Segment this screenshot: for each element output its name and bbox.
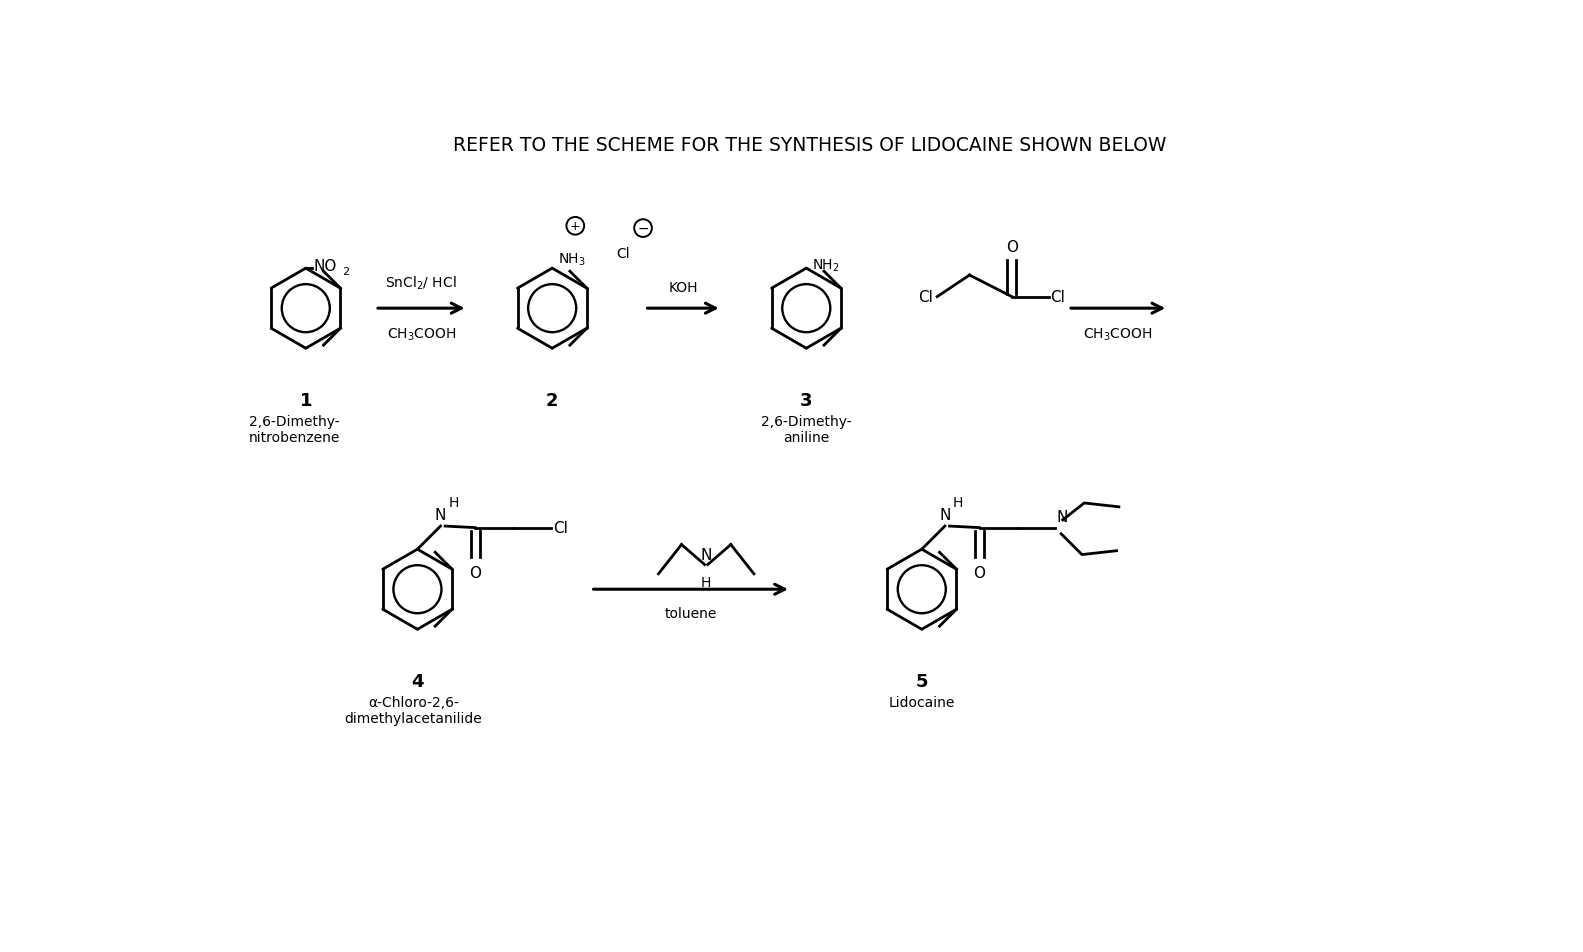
Text: 5: 5 xyxy=(915,672,928,690)
Text: 3: 3 xyxy=(799,391,812,409)
Text: H: H xyxy=(701,576,711,589)
Text: REFER TO THE SCHEME FOR THE SYNTHESIS OF LIDOCAINE SHOWN BELOW: REFER TO THE SCHEME FOR THE SYNTHESIS OF… xyxy=(453,136,1167,155)
Text: CH$_3$COOH: CH$_3$COOH xyxy=(1083,326,1152,342)
Text: Cl: Cl xyxy=(552,521,568,536)
Text: Cl: Cl xyxy=(1051,289,1065,305)
Text: NO: NO xyxy=(313,258,337,273)
Text: 1: 1 xyxy=(299,391,312,409)
Text: 2: 2 xyxy=(546,391,559,409)
Text: N: N xyxy=(435,507,446,523)
Text: H: H xyxy=(448,496,459,509)
Text: +: + xyxy=(570,220,581,233)
Text: NH$_3$: NH$_3$ xyxy=(559,251,586,268)
Text: 2: 2 xyxy=(342,267,350,277)
Text: CH$_3$COOH: CH$_3$COOH xyxy=(386,326,456,342)
Text: 2,6-Dimethy-
nitrobenzene: 2,6-Dimethy- nitrobenzene xyxy=(249,414,340,445)
Text: α-Chloro-2,6-
dimethylacetanilide: α-Chloro-2,6- dimethylacetanilide xyxy=(345,695,483,725)
Text: toluene: toluene xyxy=(665,606,717,621)
Text: N: N xyxy=(1056,509,1069,525)
Text: O: O xyxy=(974,565,986,580)
Text: Cl: Cl xyxy=(616,247,630,261)
Text: 2,6-Dimethy-
aniline: 2,6-Dimethy- aniline xyxy=(761,414,852,445)
Text: SnCl$_2$/ HCl: SnCl$_2$/ HCl xyxy=(386,274,457,292)
Text: Cl: Cl xyxy=(918,289,934,305)
Text: H: H xyxy=(953,496,962,509)
Text: 4: 4 xyxy=(412,672,424,690)
Text: −: − xyxy=(638,222,649,236)
Text: N: N xyxy=(701,547,712,563)
Text: O: O xyxy=(469,565,481,580)
Text: N: N xyxy=(939,507,950,523)
Text: KOH: KOH xyxy=(668,281,698,295)
Text: NH$_2$: NH$_2$ xyxy=(812,258,841,274)
Text: Lidocaine: Lidocaine xyxy=(888,695,955,709)
Text: O: O xyxy=(1005,240,1018,255)
